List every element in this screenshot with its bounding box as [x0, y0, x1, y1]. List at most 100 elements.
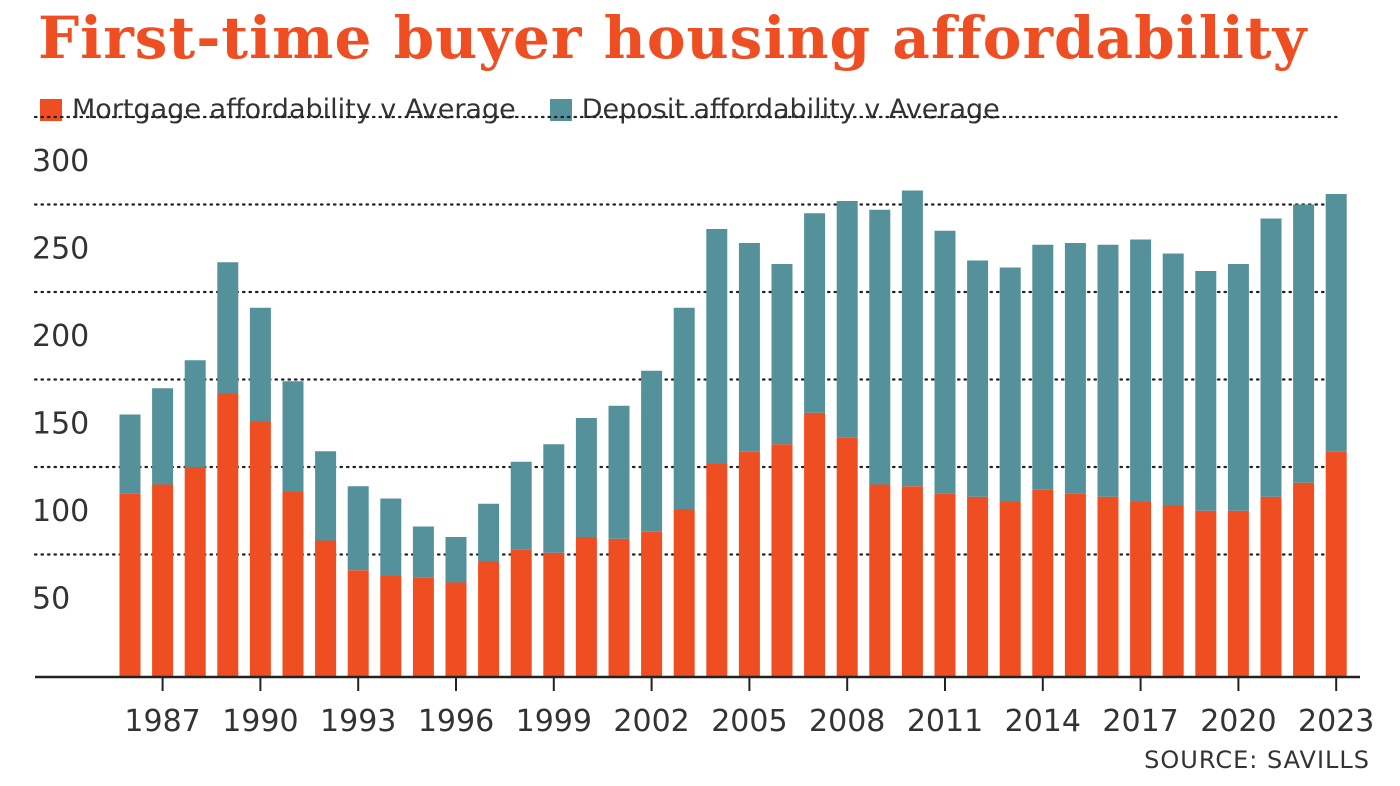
bar-deposit-2003: [673, 307, 695, 509]
bar-mortgage-2001: [608, 538, 630, 677]
bar-mortgage-2019: [1195, 510, 1217, 677]
bar-mortgage-2006: [771, 444, 793, 677]
x-tick-label: 2017: [1102, 704, 1178, 739]
x-tick-label: 1990: [222, 704, 298, 739]
legend-label-mortgage: Mortgage affordability v Average: [72, 94, 516, 125]
bar-deposit-2010: [901, 190, 923, 487]
bar-deposit-2004: [706, 229, 728, 464]
bar-deposit-2006: [771, 264, 793, 445]
x-tick-label: 1987: [124, 704, 200, 739]
bar-deposit-1987: [152, 388, 174, 485]
chart-title: First-time buyer housing affordability: [38, 4, 1308, 72]
bar-deposit-1989: [217, 262, 239, 394]
x-tick-label: 1996: [418, 704, 494, 739]
bar-deposit-1994: [380, 498, 402, 576]
bar-deposit-2016: [1097, 244, 1119, 497]
bar-deposit-1991: [282, 381, 304, 492]
bar-mortgage-1996: [445, 582, 467, 677]
y-tick-label: 200: [32, 319, 89, 354]
y-tick-label: 150: [32, 406, 89, 441]
bar-deposit-1995: [412, 526, 434, 578]
bar-deposit-1988: [184, 360, 206, 467]
bar-deposit-1996: [445, 537, 467, 583]
bar-mortgage-1999: [543, 552, 565, 677]
bar-deposit-1998: [510, 461, 532, 550]
bar-deposit-2012: [967, 260, 989, 497]
x-tick-label: 1993: [320, 704, 396, 739]
bar-mortgage-1987: [152, 484, 174, 677]
bar-deposit-1990: [249, 307, 271, 422]
bar-mortgage-2004: [706, 463, 728, 677]
bar-mortgage-2017: [1130, 502, 1152, 677]
bar-mortgage-2008: [836, 437, 858, 677]
bar-deposit-2015: [1064, 243, 1086, 494]
bar-deposit-2005: [738, 243, 760, 452]
bar-mortgage-2005: [738, 451, 760, 677]
bar-mortgage-2016: [1097, 496, 1119, 677]
legend-item-deposit: Deposit affordability v Average: [549, 94, 1000, 125]
source-note: SOURCE: SAVILLS: [1144, 746, 1370, 774]
bar-mortgage-2003: [673, 509, 695, 677]
bar-mortgage-2000: [575, 537, 597, 677]
bar-deposit-2009: [869, 209, 891, 485]
bar-mortgage-2021: [1260, 496, 1282, 677]
bar-mortgage-2010: [901, 486, 923, 677]
bar-mortgage-2002: [641, 531, 663, 677]
y-tick-label: 300: [32, 144, 89, 179]
bar-deposit-2023: [1325, 194, 1347, 452]
bar-deposit-1999: [543, 444, 565, 553]
bar-mortgage-2022: [1293, 482, 1315, 677]
x-tick-label: 2011: [907, 704, 983, 739]
bar-mortgage-2014: [1032, 489, 1054, 677]
legend-swatch-mortgage: [40, 98, 62, 121]
x-tick-label: 2023: [1298, 704, 1374, 739]
bar-deposit-2019: [1195, 271, 1217, 511]
bar-mortgage-1993: [347, 570, 369, 677]
legend-label-deposit: Deposit affordability v Average: [581, 94, 1000, 125]
bar-mortgage-1989: [217, 393, 239, 677]
bar-mortgage-2009: [869, 484, 891, 677]
bar-deposit-2000: [575, 418, 597, 537]
bar-mortgage-2007: [804, 412, 826, 677]
bar-deposit-2011: [934, 230, 956, 494]
bar-mortgage-2013: [999, 502, 1021, 677]
bar-deposit-2002: [641, 370, 663, 532]
bar-deposit-2014: [1032, 244, 1054, 490]
bar-mortgage-2020: [1227, 510, 1249, 677]
bar-deposit-1992: [315, 451, 337, 541]
bar-mortgage-2023: [1325, 451, 1347, 677]
bar-mortgage-1990: [249, 421, 271, 677]
legend-swatch-deposit: [549, 98, 572, 121]
x-tick-label: 2002: [613, 704, 689, 739]
bar-deposit-1997: [478, 503, 500, 562]
bar-deposit-2017: [1130, 239, 1152, 502]
legend: Mortgage affordability v Average Deposit…: [40, 94, 1034, 125]
x-tick-label: 1999: [516, 704, 592, 739]
bar-mortgage-1991: [282, 491, 304, 677]
bar-deposit-2001: [608, 405, 630, 539]
bar-deposit-2022: [1293, 204, 1315, 483]
bar-deposit-2013: [999, 267, 1021, 502]
bar-mortgage-2015: [1064, 493, 1086, 677]
legend-item-mortgage: Mortgage affordability v Average: [40, 94, 516, 125]
y-tick-label: 250: [32, 231, 89, 266]
bar-mortgage-2012: [967, 496, 989, 677]
bar-mortgage-2018: [1162, 505, 1184, 677]
y-tick-label: 50: [32, 581, 70, 616]
bar-deposit-1986: [119, 414, 141, 494]
x-tick-label: 2008: [809, 704, 885, 739]
bar-mortgage-1995: [412, 577, 434, 677]
bar-deposit-2008: [836, 201, 858, 438]
bar-deposit-1993: [347, 486, 369, 571]
x-tick-label: 2005: [711, 704, 787, 739]
bar-mortgage-1988: [184, 467, 206, 677]
bar-mortgage-2011: [934, 493, 956, 677]
bar-mortgage-1997: [478, 561, 500, 677]
x-tick-label: 2020: [1200, 704, 1276, 739]
bar-deposit-2021: [1260, 218, 1282, 497]
bar-deposit-2020: [1227, 264, 1249, 511]
x-tick-label: 2014: [1005, 704, 1081, 739]
bar-deposit-2018: [1162, 253, 1184, 506]
y-tick-label: 100: [32, 494, 89, 529]
